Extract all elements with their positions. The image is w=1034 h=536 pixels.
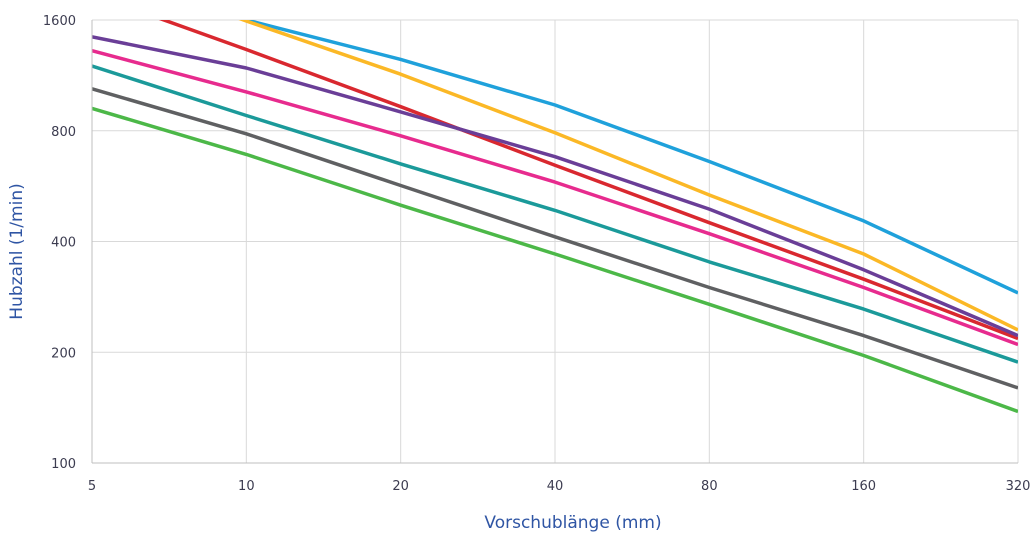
series-line-5 bbox=[92, 49, 1018, 347]
axes bbox=[91, 20, 1018, 464]
x-tick-label: 320 bbox=[1006, 479, 1031, 494]
series-group bbox=[92, 20, 1018, 414]
tick-labels: 5 10 20 40 80 160 320 100 200 400 800 1600 bbox=[43, 14, 1031, 494]
series-line-3 bbox=[158, 20, 1018, 341]
x-tick-label: 5 bbox=[88, 479, 96, 494]
y-axis-title: Hubzahl (1/min) bbox=[7, 183, 27, 319]
y-tick-label: 1600 bbox=[43, 14, 76, 29]
series-line-1 bbox=[242, 20, 1018, 295]
y-tick-label: 400 bbox=[51, 236, 76, 251]
x-tick-label: 40 bbox=[547, 479, 564, 494]
series-line-6 bbox=[92, 64, 1018, 364]
series-line-2 bbox=[238, 20, 1018, 332]
x-axis-title: Vorschublänge (mm) bbox=[484, 513, 661, 533]
series-line-4 bbox=[92, 35, 1018, 338]
x-tick-label: 20 bbox=[392, 479, 409, 494]
x-tick-label: 80 bbox=[701, 479, 718, 494]
series-line-7 bbox=[92, 87, 1018, 390]
x-tick-label: 10 bbox=[238, 479, 255, 494]
series-line-8 bbox=[92, 106, 1018, 414]
y-tick-label: 800 bbox=[51, 125, 76, 140]
grid bbox=[92, 19, 1019, 463]
y-tick-label: 100 bbox=[51, 457, 76, 472]
x-tick-label: 160 bbox=[851, 479, 876, 494]
y-tick-label: 200 bbox=[51, 346, 76, 361]
